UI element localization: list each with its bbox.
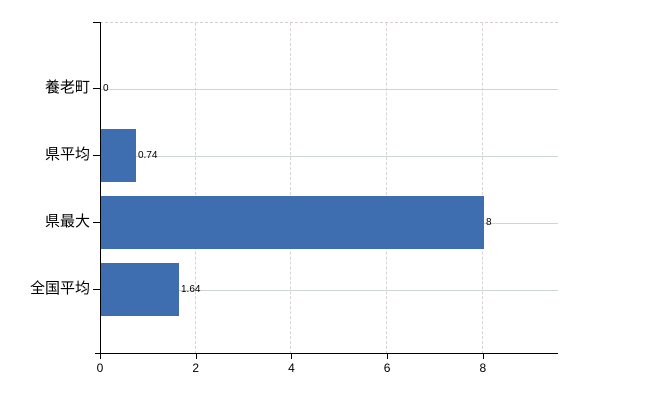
x-tick <box>291 354 293 359</box>
value-label: 8 <box>486 217 492 228</box>
x-tick <box>100 354 101 359</box>
plot-area: 0 0.74 8 1.64 <box>100 22 558 354</box>
x-tick <box>195 354 197 359</box>
y-tick <box>93 289 100 290</box>
h-gridline <box>100 89 558 90</box>
y-axis-top-tick <box>93 22 100 23</box>
x-axis-line <box>95 353 558 354</box>
y-tick <box>93 155 100 156</box>
value-label: 0 <box>103 83 109 94</box>
y-tick <box>93 88 100 89</box>
category-label: 県平均 <box>44 146 90 163</box>
bar <box>101 196 484 249</box>
x-tick-label: 8 <box>479 361 487 375</box>
h-gridline <box>100 290 558 291</box>
value-label: 0.74 <box>138 150 158 161</box>
x-tick-label: 6 <box>383 361 391 375</box>
x-tick-label: 4 <box>288 361 295 375</box>
h-gridline <box>100 156 558 157</box>
x-tick <box>482 354 484 359</box>
category-label: 養老町 <box>44 79 90 96</box>
value-label: 1.64 <box>181 284 201 295</box>
bar <box>101 129 136 182</box>
v-gridline <box>481 23 483 354</box>
category-label: 県最大 <box>44 213 90 230</box>
v-gridline <box>386 23 388 354</box>
x-tick-label: 0 <box>96 361 104 375</box>
y-tick <box>93 222 100 223</box>
x-tick-label: 2 <box>192 361 200 375</box>
y-axis-line <box>100 22 101 353</box>
bar <box>101 263 179 316</box>
x-tick <box>387 354 389 359</box>
v-gridline <box>194 23 196 354</box>
v-gridline <box>290 23 292 354</box>
category-label: 全国平均 <box>29 280 90 297</box>
